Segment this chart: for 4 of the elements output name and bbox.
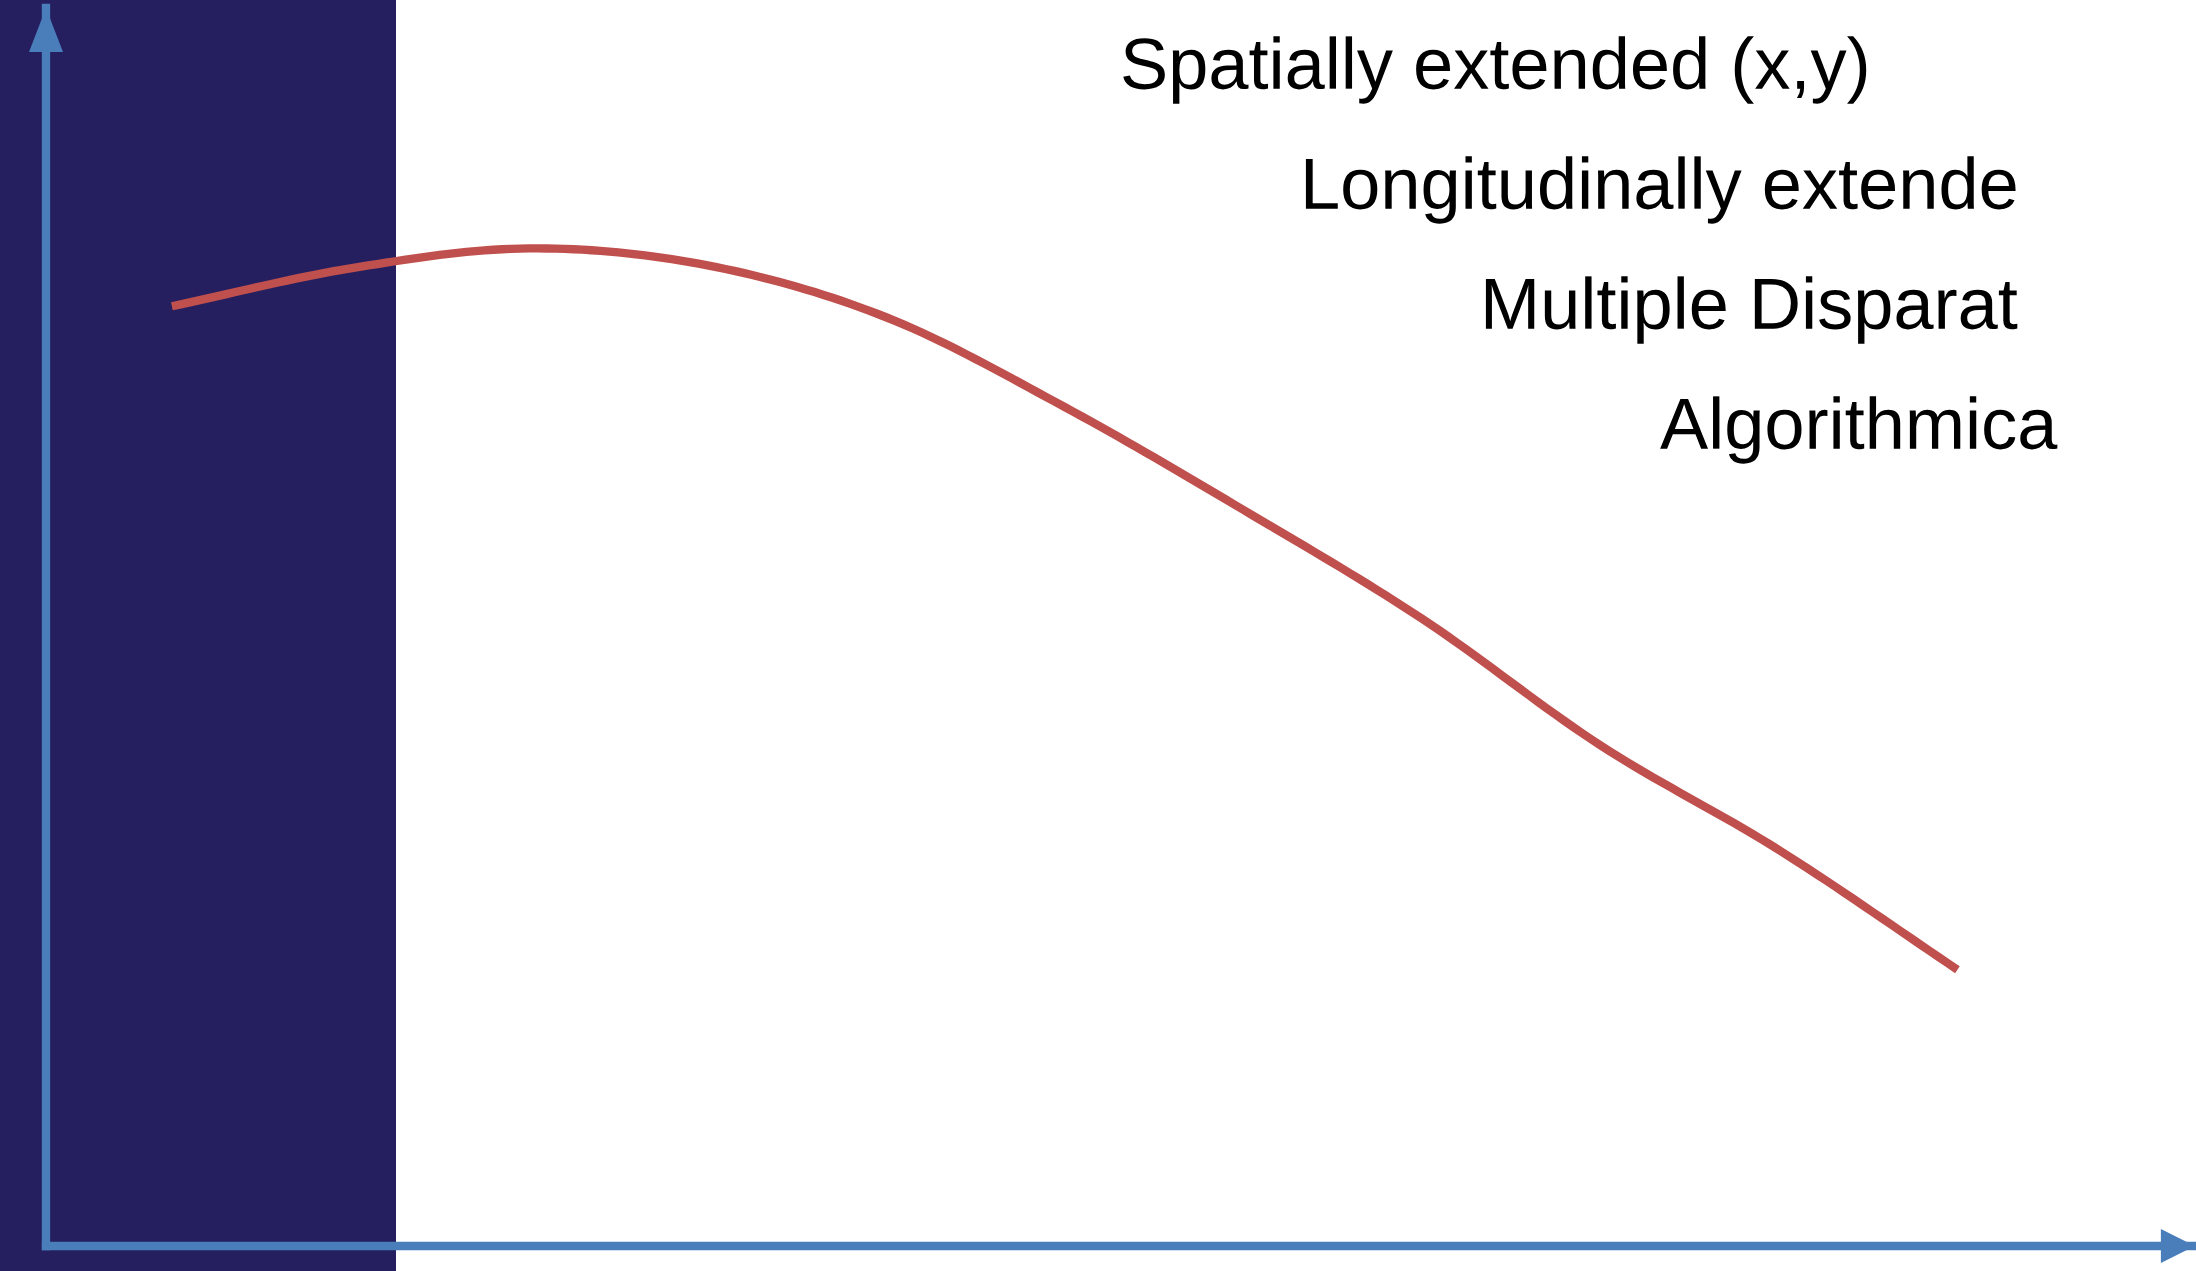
annotation: Algorithmica bbox=[1660, 396, 2058, 464]
text: Longitudinally extende bbox=[1305, 156, 2016, 224]
annotation: Multiple Disparat bbox=[1485, 276, 2018, 344]
text: Spatially extended (x,y) bbox=[1123, 36, 1867, 104]
